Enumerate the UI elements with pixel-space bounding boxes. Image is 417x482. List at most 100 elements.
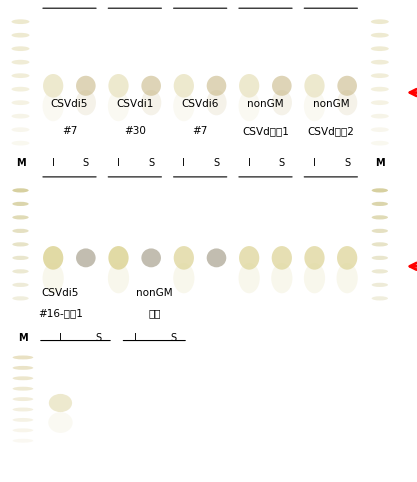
Ellipse shape [239, 246, 259, 270]
Text: S: S [279, 159, 285, 169]
Ellipse shape [13, 202, 29, 206]
Ellipse shape [12, 114, 30, 119]
Ellipse shape [372, 202, 388, 206]
Text: I: I [52, 159, 55, 169]
Ellipse shape [108, 246, 128, 270]
Ellipse shape [272, 76, 291, 96]
Ellipse shape [271, 263, 292, 293]
Ellipse shape [13, 408, 33, 412]
Text: I: I [182, 159, 185, 169]
Ellipse shape [13, 376, 33, 380]
Ellipse shape [371, 87, 389, 92]
Text: #16-버퍼1: #16-버퍼1 [38, 308, 83, 319]
Ellipse shape [43, 263, 64, 293]
Ellipse shape [207, 248, 226, 268]
Ellipse shape [43, 246, 63, 270]
Ellipse shape [12, 60, 30, 65]
Text: 버퍼: 버퍼 [148, 308, 161, 319]
Ellipse shape [337, 263, 358, 293]
Text: I: I [134, 333, 137, 343]
Text: I: I [117, 159, 120, 169]
Text: #7: #7 [62, 126, 77, 136]
Ellipse shape [372, 188, 388, 192]
Ellipse shape [76, 76, 95, 96]
Ellipse shape [13, 439, 33, 442]
Text: CSVd감염1: CSVd감염1 [242, 126, 289, 136]
Ellipse shape [12, 19, 30, 24]
Text: nonGM: nonGM [136, 288, 173, 297]
Text: #7: #7 [193, 126, 208, 136]
Ellipse shape [13, 356, 33, 360]
Text: S: S [83, 159, 89, 169]
Ellipse shape [337, 246, 357, 270]
Ellipse shape [141, 76, 161, 96]
Text: CSVd감염2: CSVd감염2 [307, 126, 354, 136]
Ellipse shape [371, 19, 389, 24]
Ellipse shape [206, 90, 226, 115]
Ellipse shape [239, 91, 260, 121]
Ellipse shape [371, 73, 389, 78]
Ellipse shape [12, 100, 30, 105]
Ellipse shape [12, 73, 30, 78]
Ellipse shape [108, 74, 128, 97]
Ellipse shape [372, 215, 388, 219]
Ellipse shape [304, 263, 325, 293]
Ellipse shape [13, 256, 29, 260]
Ellipse shape [49, 394, 72, 412]
Ellipse shape [304, 246, 324, 270]
Ellipse shape [304, 74, 324, 97]
Ellipse shape [371, 114, 389, 119]
Ellipse shape [76, 248, 95, 268]
Ellipse shape [239, 74, 259, 97]
Text: #30: #30 [124, 126, 146, 136]
Ellipse shape [371, 33, 389, 38]
Text: S: S [148, 159, 154, 169]
Ellipse shape [12, 87, 30, 92]
Text: I: I [313, 159, 316, 169]
Ellipse shape [372, 229, 388, 233]
Text: nonGM: nonGM [312, 99, 349, 109]
Text: S: S [344, 159, 350, 169]
Ellipse shape [76, 90, 96, 115]
Ellipse shape [372, 256, 388, 260]
Text: nonGM: nonGM [247, 99, 284, 109]
Ellipse shape [13, 283, 29, 287]
Ellipse shape [12, 33, 30, 38]
Ellipse shape [13, 188, 29, 192]
Ellipse shape [337, 76, 357, 96]
Ellipse shape [372, 242, 388, 246]
Ellipse shape [371, 100, 389, 105]
Ellipse shape [13, 229, 29, 233]
Ellipse shape [13, 387, 33, 390]
Ellipse shape [108, 91, 129, 121]
Ellipse shape [272, 90, 292, 115]
Ellipse shape [13, 269, 29, 273]
Ellipse shape [141, 90, 161, 115]
Ellipse shape [13, 215, 29, 219]
Ellipse shape [372, 269, 388, 273]
Ellipse shape [371, 141, 389, 146]
Ellipse shape [12, 46, 30, 51]
Ellipse shape [13, 296, 29, 300]
Text: M: M [18, 333, 28, 343]
Ellipse shape [207, 76, 226, 96]
Ellipse shape [43, 91, 64, 121]
Ellipse shape [13, 242, 29, 246]
Text: S: S [95, 333, 101, 343]
Text: I: I [248, 159, 251, 169]
Ellipse shape [48, 412, 73, 433]
Ellipse shape [337, 90, 357, 115]
Ellipse shape [174, 74, 194, 97]
Ellipse shape [174, 246, 194, 270]
Text: M: M [16, 159, 25, 169]
Ellipse shape [371, 60, 389, 65]
Text: S: S [170, 333, 176, 343]
Text: M: M [375, 159, 384, 169]
Text: I: I [59, 333, 62, 343]
Ellipse shape [13, 418, 33, 422]
Ellipse shape [141, 248, 161, 268]
Ellipse shape [13, 428, 33, 432]
Ellipse shape [43, 74, 63, 97]
Ellipse shape [371, 127, 389, 132]
Ellipse shape [372, 296, 388, 300]
